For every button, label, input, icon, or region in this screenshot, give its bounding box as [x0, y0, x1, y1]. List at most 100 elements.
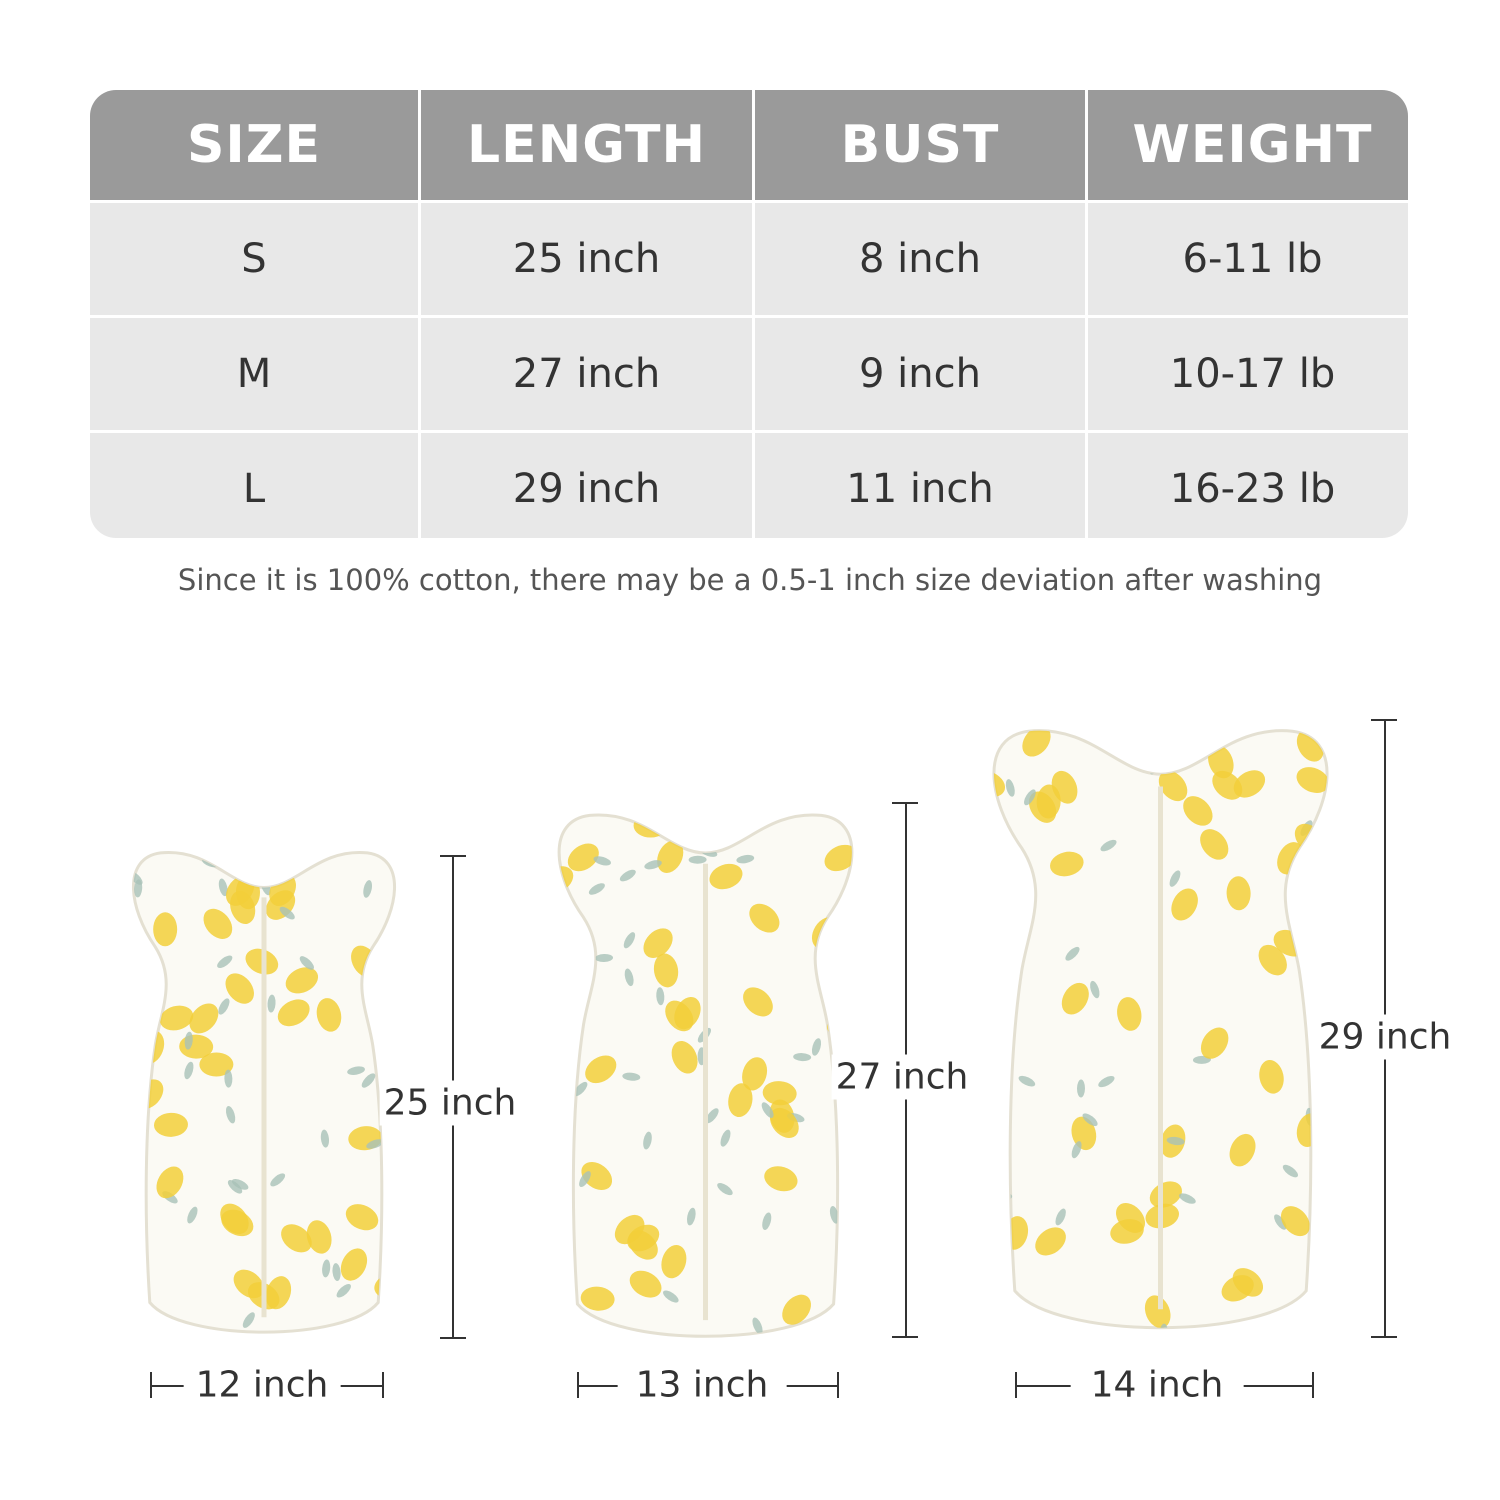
lemon-print — [1051, 770, 1078, 804]
lemon-print — [661, 1244, 687, 1279]
lemon-print — [1144, 1295, 1171, 1328]
lemon-print — [629, 1270, 662, 1298]
lemon-print — [1035, 1227, 1066, 1256]
lemon-print — [743, 987, 773, 1017]
leaf-print — [761, 1102, 774, 1118]
header-bust: BUST — [755, 90, 1085, 200]
leaf-print — [218, 998, 230, 1015]
lemon-print — [674, 996, 701, 1030]
leaf-print — [1166, 1136, 1185, 1146]
lemon-print — [1314, 1271, 1328, 1305]
cell-length: 25 inch — [421, 203, 752, 315]
leaf-print — [225, 1106, 236, 1124]
lemon-print — [1316, 870, 1328, 905]
leaf-print — [1071, 1141, 1082, 1159]
leaf-print — [644, 860, 662, 870]
leaf-print — [686, 1207, 696, 1226]
lemon-print — [728, 1083, 753, 1118]
lemon-print — [199, 1052, 234, 1077]
leaf-print — [1314, 989, 1327, 1005]
leaf-print — [595, 953, 614, 963]
cell-length: 29 inch — [421, 433, 752, 538]
leaf-print — [688, 855, 707, 864]
lemon-print — [671, 1040, 698, 1074]
size-chart-table: SIZE LENGTH BUST WEIGHT S 25 inch 8 inch… — [90, 90, 1408, 538]
garment-image-m — [553, 810, 858, 1338]
leaf-print — [736, 854, 755, 864]
line-cap — [150, 1372, 152, 1398]
lemon-print — [159, 1005, 194, 1031]
leaf-print — [1316, 860, 1326, 879]
leaf-print — [717, 1182, 733, 1196]
lemon-print — [1221, 1275, 1254, 1302]
leaf-print — [1024, 789, 1036, 806]
leaf-print — [187, 1206, 198, 1224]
line-cap — [892, 802, 918, 804]
leaf-print — [1018, 1075, 1036, 1087]
lemon-print — [1296, 767, 1328, 793]
lemon-print — [1183, 796, 1213, 826]
leaf-print — [593, 856, 611, 866]
leaf-print — [619, 869, 636, 882]
lemon-print — [1259, 1059, 1284, 1094]
leaf-print — [320, 1129, 330, 1148]
lemon-print — [345, 1204, 379, 1231]
lemon-print — [340, 1248, 368, 1281]
lemon-print — [1061, 982, 1089, 1015]
lemon-print — [643, 928, 673, 958]
lemon-print — [153, 1112, 188, 1137]
leaf-print — [332, 1263, 341, 1282]
leaf-print — [835, 932, 850, 946]
header-weight: WEIGHT — [1088, 90, 1408, 200]
lemon-print — [1226, 876, 1251, 911]
lemon-print — [1200, 1027, 1229, 1059]
lemon-print — [226, 852, 256, 867]
width-label-s: 12 inch — [183, 1362, 341, 1408]
leaf-print — [573, 1081, 588, 1097]
cell-weight: 16-23 lb — [1088, 433, 1408, 538]
length-label-m: 27 inch — [831, 1054, 973, 1100]
lemon-print — [1149, 1181, 1182, 1208]
leaf-print — [853, 810, 858, 827]
leaf-print — [184, 1031, 193, 1050]
lemon-print — [742, 1057, 768, 1091]
lemon-print — [657, 840, 684, 873]
line-cap — [440, 1337, 466, 1339]
leaf-print — [217, 955, 233, 969]
lemon-print — [585, 1055, 617, 1084]
lemon-print — [567, 843, 599, 872]
leaf-print — [705, 1108, 719, 1124]
cell-size: M — [90, 318, 418, 430]
lemon-print — [133, 974, 160, 999]
lemon-print — [993, 770, 1006, 797]
line-cap — [1371, 719, 1397, 721]
lemon-print — [1110, 1219, 1144, 1244]
cell-bust: 9 inch — [755, 318, 1085, 430]
lemon-print — [993, 837, 1005, 864]
leaf-print — [559, 1202, 563, 1220]
lemon-print — [1158, 770, 1188, 802]
line-cap — [1371, 1336, 1397, 1338]
leaf-print — [366, 1139, 384, 1149]
leaf-print — [993, 876, 999, 893]
header-length: LENGTH — [421, 90, 752, 200]
lemon-print — [156, 1166, 184, 1199]
leaf-print — [1055, 1208, 1066, 1226]
leaf-print — [588, 883, 605, 895]
lemon-print — [1258, 944, 1287, 976]
leaf-print — [137, 1302, 146, 1321]
lemon-print — [653, 953, 679, 988]
leaf-print — [656, 987, 665, 1006]
lemon-print — [764, 1166, 798, 1192]
leaf-print — [553, 1253, 558, 1271]
leaf-print — [1100, 839, 1117, 852]
garment-image-l — [992, 729, 1329, 1330]
lemon-print — [277, 999, 310, 1027]
washing-note: Since it is 100% cotton, there may be a … — [177, 563, 1323, 597]
leaf-print — [622, 1072, 641, 1081]
leaf-print — [279, 906, 295, 920]
cell-weight: 6-11 lb — [1088, 203, 1408, 315]
leaf-print — [1179, 1193, 1196, 1204]
lemon-print — [373, 1019, 395, 1054]
leaf-print — [1169, 870, 1181, 887]
